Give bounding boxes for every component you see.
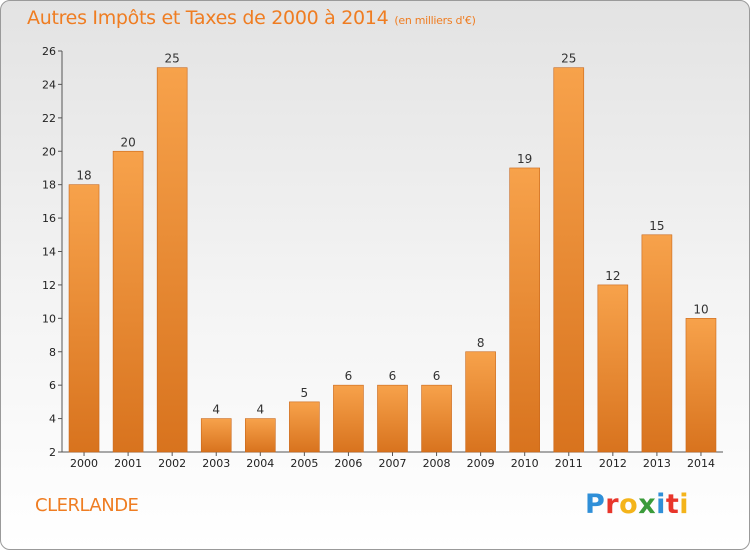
bar-2014 [685,318,717,453]
chart-title: Autres Impôts et Taxes de 2000 à 2014 (en… [27,7,476,29]
value-label-2002: 25 [165,52,180,66]
x-tick-label-2005: 2005 [290,457,318,470]
bar-2001 [112,150,144,453]
bar-2004 [245,418,276,453]
value-label-2012: 12 [605,269,620,283]
bar-2009 [465,351,496,453]
y-tick-label: 6 [49,379,56,392]
y-tick-label: 14 [42,246,56,259]
bar-2005 [289,401,320,453]
y-tick-label: 12 [42,279,56,292]
value-label-2007: 6 [389,369,397,383]
x-tick-label-2002: 2002 [158,457,186,470]
y-tick-label: 26 [42,45,56,58]
x-tick-label-2014: 2014 [687,457,715,470]
logo-letter: r [605,489,620,520]
x-tick-label-2008: 2008 [423,457,451,470]
value-label-2013: 15 [649,219,664,233]
bar-2002 [156,67,188,453]
bar-2003 [200,418,232,453]
value-label-2014: 10 [693,302,708,316]
value-label-2001: 20 [120,135,135,149]
y-tick-label: 8 [49,346,56,359]
value-label-2011: 25 [561,52,576,66]
bar-2010 [509,167,541,453]
place-name: CLERLANDE [35,495,139,516]
value-label-2010: 19 [517,152,532,166]
value-label-2003: 4 [212,403,220,417]
y-tick-label: 4 [49,413,56,426]
value-label-2000: 18 [76,169,91,183]
logo-letter: i [656,489,666,520]
bar-2011 [553,67,585,453]
y-tick-label: 24 [42,78,56,91]
value-label-2005: 5 [301,386,309,400]
bar-2006 [333,384,364,453]
bar-2012 [597,284,629,453]
logo-letter: o [619,489,639,520]
y-tick-label: 22 [42,112,56,125]
x-tick-label-2003: 2003 [202,457,230,470]
value-label-2006: 6 [345,369,353,383]
y-tick-label: 18 [42,179,56,192]
x-tick-label-2013: 2013 [643,457,671,470]
value-label-2008: 6 [433,369,441,383]
x-tick-label-2006: 2006 [334,457,362,470]
logo-letter: P [585,489,606,520]
bar-2013 [641,234,673,453]
bar-2007 [377,384,408,453]
y-tick-label: 16 [42,212,56,225]
value-label-2004: 4 [256,403,264,417]
x-tick-label-2007: 2007 [379,457,407,470]
proxiti-logo: Proxiti [585,489,689,520]
bar-2008 [421,384,452,453]
bars [68,67,717,453]
x-tick-label-2000: 2000 [70,457,98,470]
logo-letter: i [679,489,690,520]
x-tick-label-2001: 2001 [114,457,142,470]
chart-subtitle: (en milliers d'€) [394,14,476,27]
x-tick-label-2004: 2004 [246,457,274,470]
labels: 18 20 25 4 4 5 6 6 6 8 19 25 12 15 10 [76,52,708,417]
y-tick-label: 10 [42,312,56,325]
x-tick-label-2009: 2009 [467,457,495,470]
x-tick-label-2011: 2011 [555,457,583,470]
x-tick-label-2010: 2010 [511,457,539,470]
title-text: Autres Impôts et Taxes de 2000 à 2014 [27,7,389,29]
bar-2000 [68,184,100,453]
logo-letter: t [665,489,680,520]
value-label-2009: 8 [477,336,485,350]
x-tick-label-2012: 2012 [599,457,627,470]
y-tick-label: 20 [42,145,56,158]
logo-letter: x [638,489,657,520]
y-tick-label: 2 [49,446,56,459]
